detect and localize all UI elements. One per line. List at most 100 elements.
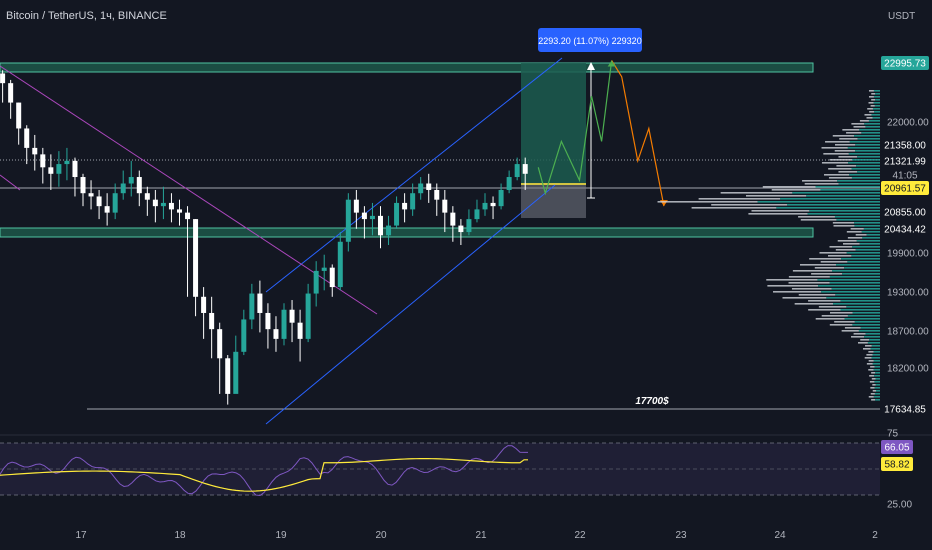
channel-upper-line[interactable] xyxy=(265,57,563,293)
volume-bar xyxy=(868,351,874,353)
volume-bar xyxy=(868,90,874,92)
volume-bar xyxy=(698,198,781,200)
volume-bar xyxy=(862,348,871,350)
current-price-badge xyxy=(881,181,929,195)
volume-bar xyxy=(808,300,841,302)
volume-bar xyxy=(839,138,858,140)
volume-bar-up xyxy=(855,144,880,146)
volume-bar xyxy=(773,291,822,293)
volume-bar xyxy=(869,111,875,113)
price-axis[interactable]: 22000.00 19900.00 19300.00 18700.00 18200.00… xyxy=(881,56,929,416)
candle-body xyxy=(289,309,295,323)
resistance-badge-label: 22995.73 xyxy=(884,59,926,70)
candle-body xyxy=(8,83,14,103)
volume-bar xyxy=(853,333,866,335)
candle-body xyxy=(450,212,456,226)
candle-body xyxy=(88,193,94,197)
candle-body xyxy=(249,293,255,320)
volume-bar-up xyxy=(817,279,880,281)
volume-bar xyxy=(841,330,859,332)
candle-body xyxy=(458,225,464,233)
rsi-value-badge xyxy=(881,440,913,454)
measure-tooltip: 2293.20 (11.07%) 229320 xyxy=(538,28,642,52)
projection-up-path[interactable] xyxy=(537,60,613,196)
volume-bar xyxy=(808,309,841,311)
candle-body xyxy=(394,202,400,226)
volume-bar-up xyxy=(869,339,880,341)
volume-bar xyxy=(866,117,873,119)
volume-bar-up xyxy=(857,171,880,173)
volume-bar-up xyxy=(871,114,880,116)
volume-bar xyxy=(871,378,876,380)
volume-bar-up xyxy=(858,330,880,332)
price-tick-label: 18700.00 xyxy=(887,327,929,338)
level-badge-20855-label: 20855.00 xyxy=(884,208,926,219)
candle-body xyxy=(377,215,383,236)
rsi-axis[interactable]: 75 25.00 66.05 58.82 xyxy=(881,429,913,511)
time-tick-label: 21 xyxy=(475,530,487,541)
volume-bar xyxy=(711,204,788,206)
volume-bar xyxy=(825,141,850,143)
volume-bar-up xyxy=(859,243,880,245)
candle-body xyxy=(32,147,38,155)
volume-bar-up xyxy=(855,150,880,152)
volume-bar xyxy=(691,207,777,209)
level-badge-21321 xyxy=(881,154,929,168)
volume-bar xyxy=(851,336,865,338)
candle-body xyxy=(201,296,207,313)
candle-body xyxy=(361,212,367,220)
volume-bar-up xyxy=(875,93,880,95)
candle-body xyxy=(345,199,351,242)
volume-bar-up xyxy=(833,303,880,305)
countdown-badge-label: 41:05 xyxy=(892,171,917,182)
price-tick-label: 19900.00 xyxy=(887,249,929,260)
volume-bar xyxy=(824,174,850,176)
volume-bar-up xyxy=(854,225,880,227)
volume-bar-up xyxy=(831,288,880,290)
volume-bar xyxy=(832,222,855,224)
volume-bar-up xyxy=(848,162,880,164)
volume-bar xyxy=(798,216,835,218)
candle-body xyxy=(482,202,488,210)
volume-bar-up xyxy=(857,156,880,158)
countdown-badge xyxy=(881,168,929,182)
low-annotation-label[interactable]: 17700$ xyxy=(635,396,669,407)
volume-bar-up xyxy=(851,255,880,257)
volume-bar-up xyxy=(852,246,880,248)
volume-bar xyxy=(847,237,863,239)
candle-body xyxy=(209,312,215,330)
volume-bar xyxy=(794,303,834,305)
volume-bar xyxy=(832,135,855,137)
projection-down-path[interactable] xyxy=(611,60,665,207)
volume-bar xyxy=(850,228,864,230)
volume-bar-up xyxy=(859,129,880,131)
low-badge-label: 17634.85 xyxy=(884,405,926,416)
candle-body xyxy=(321,267,327,271)
candle-body xyxy=(474,209,480,220)
volume-bar xyxy=(842,129,860,131)
channel-lower-line[interactable] xyxy=(265,184,556,425)
volume-bar xyxy=(869,375,875,377)
volume-bar-up xyxy=(864,123,880,125)
volume-bar-up xyxy=(872,117,880,119)
downtrend-line-secondary[interactable] xyxy=(0,174,21,191)
price-range-measure[interactable] xyxy=(587,62,595,199)
volume-bar-up xyxy=(851,177,880,179)
volume-bar-up xyxy=(844,318,880,320)
volume-bar-up xyxy=(837,180,880,182)
long-position-tool[interactable] xyxy=(521,63,586,218)
projection-up-arrowhead-icon xyxy=(607,60,616,67)
volume-bar-up xyxy=(851,168,880,170)
candle-body xyxy=(144,193,150,200)
rsi-pane[interactable] xyxy=(0,442,880,497)
resistance-zone[interactable] xyxy=(0,62,814,73)
volume-bar xyxy=(866,363,873,365)
time-axis[interactable]: 17 18 19 20 21 22 23 24 2 xyxy=(75,530,878,541)
volume-bar xyxy=(871,372,876,374)
volume-bar xyxy=(853,126,866,128)
candle-body xyxy=(281,309,287,339)
measure-tooltip-text: 2293.20 (11.07%) 229320 xyxy=(538,36,641,46)
support-zone[interactable] xyxy=(0,227,814,238)
